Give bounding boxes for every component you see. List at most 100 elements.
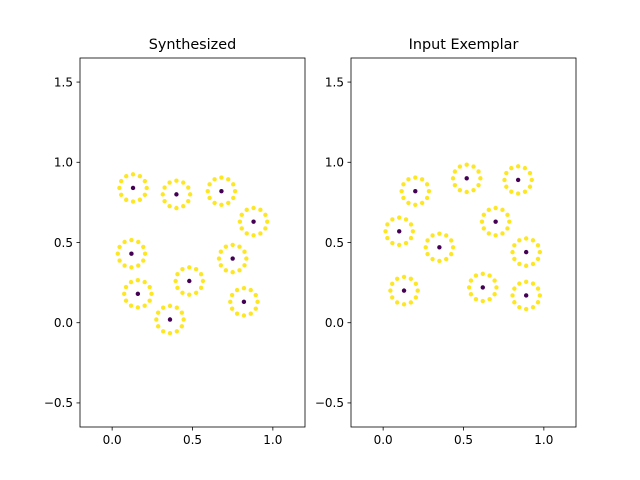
ring-point bbox=[535, 256, 541, 262]
ring-point bbox=[388, 288, 393, 293]
ring-point bbox=[226, 200, 231, 206]
ring-point bbox=[517, 305, 522, 310]
ring-point bbox=[408, 300, 414, 305]
ring-point bbox=[237, 244, 242, 249]
ring-point bbox=[122, 263, 127, 268]
center-point bbox=[241, 299, 247, 305]
ring-point bbox=[426, 188, 432, 194]
center-point bbox=[135, 291, 141, 297]
ring-point bbox=[425, 238, 430, 243]
ring-point bbox=[517, 261, 522, 267]
ring-point bbox=[160, 192, 165, 197]
ring-point bbox=[502, 177, 507, 183]
ring-point bbox=[142, 251, 148, 256]
chart-title: Synthesized bbox=[149, 37, 236, 53]
ring-point bbox=[512, 256, 517, 262]
y-tick-label: −0.5 bbox=[44, 396, 73, 410]
ring-point bbox=[212, 177, 217, 182]
ring-point bbox=[410, 229, 416, 234]
ring-point bbox=[413, 175, 418, 180]
center-point bbox=[219, 188, 224, 194]
ring-point bbox=[385, 235, 390, 241]
ring-point bbox=[535, 243, 541, 248]
ring-point bbox=[494, 285, 499, 290]
ring-point bbox=[230, 242, 235, 248]
ring-point bbox=[395, 300, 400, 305]
ring-cluster bbox=[450, 162, 483, 195]
ring-point bbox=[180, 290, 185, 296]
ring-point bbox=[160, 305, 166, 310]
ring-point bbox=[523, 236, 529, 241]
ring-point bbox=[437, 231, 442, 236]
ring-point bbox=[471, 187, 476, 193]
ring-point bbox=[512, 300, 517, 305]
ring-point bbox=[530, 261, 536, 267]
ring-point bbox=[119, 178, 124, 184]
ring-cluster bbox=[122, 278, 154, 310]
ring-point bbox=[512, 243, 517, 248]
ring-point bbox=[147, 298, 152, 303]
ring-cluster bbox=[205, 175, 238, 207]
ring-point bbox=[385, 222, 390, 227]
ring-point bbox=[413, 202, 418, 207]
ring-point bbox=[180, 266, 185, 272]
ring-point bbox=[122, 291, 127, 297]
ring-point bbox=[450, 245, 456, 250]
x-tick-label: 1.0 bbox=[263, 433, 282, 447]
ring-point bbox=[478, 176, 483, 181]
ring-point bbox=[476, 182, 481, 188]
ring-point bbox=[155, 324, 161, 329]
ring-point bbox=[424, 182, 430, 187]
ring-point bbox=[223, 244, 229, 249]
center-point bbox=[230, 256, 235, 261]
ring-point bbox=[473, 273, 479, 278]
ring-point bbox=[174, 178, 179, 183]
y-tick-label: 1.5 bbox=[325, 75, 344, 89]
ring-point bbox=[390, 295, 395, 300]
ring-point bbox=[492, 292, 497, 297]
ring-point bbox=[425, 251, 430, 257]
ring-point bbox=[406, 177, 411, 182]
ring-point bbox=[123, 298, 129, 303]
y-tick-label: 0.0 bbox=[54, 316, 73, 330]
ring-point bbox=[413, 295, 419, 300]
ring-point bbox=[207, 195, 212, 201]
ring-point bbox=[242, 263, 247, 268]
ring-cluster bbox=[216, 242, 249, 275]
chart-title: Input Exemplar bbox=[409, 37, 519, 53]
ring-point bbox=[237, 219, 243, 224]
ring-point bbox=[397, 242, 402, 248]
ring-point bbox=[175, 271, 180, 277]
ring-point bbox=[399, 188, 404, 194]
x-tick-label: 0.0 bbox=[374, 433, 393, 447]
ring-cluster bbox=[510, 279, 543, 312]
ring-point bbox=[175, 285, 180, 291]
ring-point bbox=[128, 303, 134, 308]
ring-point bbox=[263, 226, 268, 231]
ring-point bbox=[234, 287, 240, 293]
ring-point bbox=[263, 212, 268, 218]
ring-cluster bbox=[502, 164, 534, 196]
ring-cluster bbox=[466, 271, 499, 304]
ring-point bbox=[207, 182, 212, 187]
ring-point bbox=[253, 306, 258, 311]
ring-point bbox=[193, 290, 199, 296]
ring-point bbox=[241, 313, 247, 318]
ring-point bbox=[522, 189, 528, 194]
y-tick-label: −0.5 bbox=[315, 396, 344, 410]
ring-point bbox=[512, 286, 517, 291]
ring-point bbox=[457, 164, 463, 169]
ring-point bbox=[135, 305, 141, 310]
ring-point bbox=[181, 203, 186, 209]
ring-point bbox=[437, 258, 442, 264]
ring-point bbox=[471, 164, 476, 169]
ring-point bbox=[179, 310, 185, 315]
center-point bbox=[187, 278, 192, 284]
ring-point bbox=[198, 271, 204, 277]
ring-point bbox=[136, 263, 141, 268]
ring-point bbox=[383, 229, 388, 234]
ring-point bbox=[390, 217, 395, 222]
ring-point bbox=[244, 207, 249, 213]
ring-point bbox=[115, 251, 120, 256]
ring-point bbox=[401, 274, 407, 280]
